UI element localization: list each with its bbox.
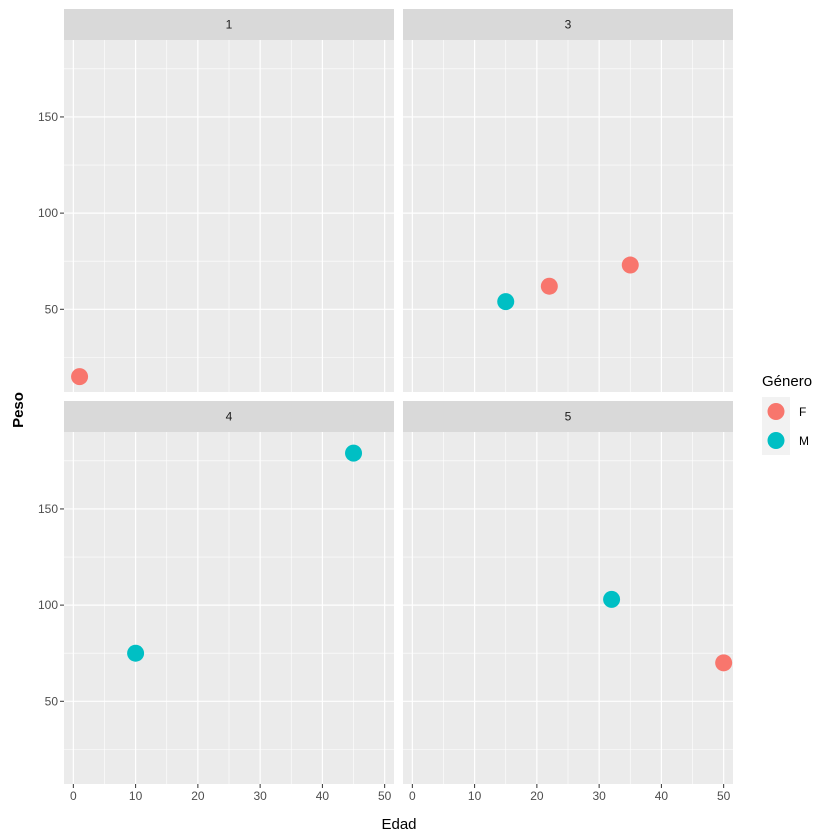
y-tick-label: 50 (45, 302, 59, 316)
facet-strip-label: 4 (226, 410, 233, 424)
data-point-M (497, 293, 515, 311)
x-axis-title: Edad (381, 816, 416, 833)
x-tick-label: 20 (191, 789, 205, 803)
x-tick-label: 40 (316, 789, 330, 803)
y-tick-label: 150 (38, 110, 58, 124)
facet-panel-5: 50 10 20 30 40 50 (403, 401, 733, 803)
data-point-M (603, 590, 621, 608)
data-point-M (127, 644, 145, 662)
data-point-F (621, 256, 639, 274)
legend-label-M: M (799, 434, 809, 448)
facet-strip (403, 9, 733, 40)
x-tick-label: 0 (70, 789, 77, 803)
legend-keys: FM (762, 397, 809, 455)
x-tick-label: 40 (655, 789, 669, 803)
legend-label-F: F (799, 405, 806, 419)
y-tick-label: 100 (38, 206, 58, 220)
x-tick-label: 30 (253, 789, 267, 803)
legend-title: Género (762, 373, 812, 390)
data-point-M (345, 444, 363, 462)
data-point-F (71, 368, 89, 386)
data-point-F (540, 277, 558, 295)
y-tick-label: 50 (45, 694, 59, 708)
x-tick-label: 20 (530, 789, 544, 803)
facet-strip (64, 9, 394, 40)
legend-key-M (767, 432, 785, 449)
facet-strip-label: 5 (565, 410, 572, 424)
facet-strip-label: 1 (226, 18, 233, 32)
facet-strip-label: 3 (565, 18, 572, 32)
x-tick-label: 30 (592, 789, 606, 803)
facet-panel-4: 4 50 100 150 0 10 20 30 40 50 (38, 401, 394, 803)
x-tick-label: 0 (409, 789, 416, 803)
y-tick-label: 150 (38, 502, 58, 516)
facet-panel-3: 3 (403, 9, 733, 392)
x-tick-label: 50 (378, 789, 392, 803)
x-tick-label: 10 (468, 789, 482, 803)
x-tick-label: 50 (717, 789, 731, 803)
y-tick-label: 100 (38, 598, 58, 612)
data-point-F (715, 654, 733, 672)
facet-strip (403, 401, 733, 432)
x-tick-label: 10 (129, 789, 143, 803)
facet-strip (64, 401, 394, 432)
y-axis-title: Peso (10, 392, 27, 428)
legend-key-F (767, 403, 785, 420)
legend: Género FM (762, 373, 812, 455)
